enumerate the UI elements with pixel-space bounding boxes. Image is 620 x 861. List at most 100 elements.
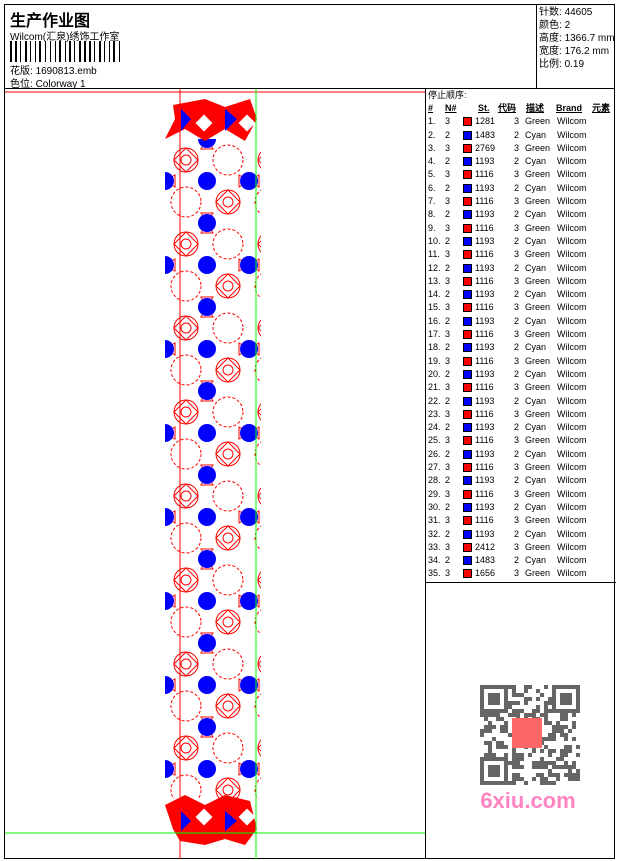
color-code: 3 bbox=[514, 249, 520, 260]
table-row: 27. 3 1116 3 Green Wilcom bbox=[426, 461, 616, 474]
color-swatch bbox=[463, 236, 472, 246]
brand: Wilcom bbox=[557, 116, 587, 127]
table-end-line bbox=[426, 582, 616, 583]
color-description: Green bbox=[525, 462, 551, 473]
brand: Wilcom bbox=[557, 315, 587, 326]
color-code: 2 bbox=[514, 501, 520, 512]
brand: Wilcom bbox=[557, 475, 587, 486]
info-height: 高度: 1366.7 mm bbox=[539, 33, 615, 44]
row-number: 18. bbox=[428, 342, 441, 353]
table-row: 35. 3 1656 3 Green Wilcom bbox=[426, 567, 616, 580]
stitch-count: 1116 bbox=[475, 488, 494, 499]
stitch-count: 1193 bbox=[475, 368, 495, 379]
row-number: 15. bbox=[428, 302, 441, 313]
stitch-count: 1656 bbox=[475, 568, 496, 579]
row-number: 20. bbox=[428, 368, 441, 379]
table-row: 10. 2 1193 2 Cyan Wilcom bbox=[426, 235, 616, 248]
needle-number: 2 bbox=[445, 475, 451, 486]
stitch-count: 1193 bbox=[475, 448, 495, 459]
color-swatch bbox=[463, 290, 472, 300]
row-number: 19. bbox=[428, 355, 441, 366]
color-code: 3 bbox=[514, 488, 520, 499]
row-number: 6. bbox=[428, 182, 436, 193]
color-code: 3 bbox=[514, 169, 520, 180]
row-number: 21. bbox=[428, 382, 441, 393]
color-code: 2 bbox=[514, 342, 520, 353]
table-row: 3. 3 2769 3 Green Wilcom bbox=[426, 142, 616, 155]
column-header: 代码 bbox=[498, 103, 517, 113]
color-description: Green bbox=[525, 435, 551, 446]
stitch-count: 2412 bbox=[475, 541, 496, 552]
table-row: 13. 3 1116 3 Green Wilcom bbox=[426, 275, 616, 288]
row-number: 35. bbox=[428, 568, 441, 579]
color-swatch bbox=[463, 489, 472, 499]
color-code: 2 bbox=[514, 448, 520, 459]
colorway-label: 色位: bbox=[10, 79, 33, 90]
table-row: 21. 3 1116 3 Green Wilcom bbox=[426, 381, 616, 394]
brand: Wilcom bbox=[557, 448, 587, 459]
brand: Wilcom bbox=[557, 555, 587, 566]
color-description: Green bbox=[525, 169, 551, 180]
design-value: 1690813.emb bbox=[35, 66, 97, 77]
color-swatch bbox=[463, 130, 472, 140]
brand: Wilcom bbox=[557, 222, 587, 233]
watermark-text: 6xiu.com bbox=[480, 788, 575, 813]
color-swatch bbox=[463, 369, 472, 379]
needle-number: 2 bbox=[445, 501, 451, 512]
table-row: 30. 2 1193 2 Cyan Wilcom bbox=[426, 501, 616, 514]
needle-number: 2 bbox=[445, 555, 451, 566]
color-code: 3 bbox=[514, 302, 520, 313]
needle-number: 3 bbox=[445, 435, 451, 446]
table-row: 14. 2 1193 2 Cyan Wilcom bbox=[426, 288, 616, 301]
color-code: 2 bbox=[514, 289, 520, 300]
color-description: Green bbox=[525, 302, 551, 313]
color-code: 2 bbox=[514, 475, 520, 486]
color-description: Cyan bbox=[525, 501, 547, 512]
color-description: Cyan bbox=[525, 395, 547, 406]
color-code: 3 bbox=[514, 355, 520, 366]
table-row: 2. 2 1483 2 Cyan Wilcom bbox=[426, 129, 616, 142]
color-code: 3 bbox=[514, 142, 520, 153]
pattern-body bbox=[165, 139, 261, 799]
color-swatch bbox=[463, 276, 472, 286]
stitch-count: 1116 bbox=[475, 435, 494, 446]
stitch-count: 1116 bbox=[475, 355, 494, 366]
table-row: 16. 2 1193 2 Cyan Wilcom bbox=[426, 315, 616, 328]
brand: Wilcom bbox=[557, 395, 587, 406]
needle-number: 2 bbox=[445, 342, 451, 353]
brand: Wilcom bbox=[557, 142, 587, 153]
colorway: 色位: Colorway 1 bbox=[10, 75, 86, 90]
row-number: 34. bbox=[428, 555, 441, 566]
row-number: 28. bbox=[428, 475, 441, 486]
needle-number: 3 bbox=[445, 515, 451, 526]
row-number: 1. bbox=[428, 116, 436, 127]
brand: Wilcom bbox=[557, 262, 587, 273]
stitch-count: 1116 bbox=[475, 275, 494, 286]
needle-number: 3 bbox=[445, 196, 451, 207]
stitch-count: 1116 bbox=[475, 222, 494, 233]
row-number: 16. bbox=[428, 315, 441, 326]
table-row: 22. 2 1193 2 Cyan Wilcom bbox=[426, 395, 616, 408]
color-description: Green bbox=[525, 329, 551, 340]
color-swatch bbox=[463, 409, 472, 419]
row-number: 22. bbox=[428, 395, 441, 406]
divider bbox=[425, 89, 426, 859]
color-description: Cyan bbox=[525, 315, 547, 326]
color-code: 2 bbox=[514, 209, 520, 220]
table-row: 24. 2 1193 2 Cyan Wilcom bbox=[426, 421, 616, 434]
stitch-count: 1483 bbox=[475, 555, 496, 566]
page-frame bbox=[4, 4, 615, 859]
color-description: Cyan bbox=[525, 422, 547, 433]
table-row: 33. 3 2412 3 Green Wilcom bbox=[426, 541, 616, 554]
brand: Wilcom bbox=[557, 462, 587, 473]
stitch-count: 1193 bbox=[475, 475, 495, 486]
row-number: 14. bbox=[428, 289, 441, 300]
needle-number: 2 bbox=[445, 209, 451, 220]
color-description: Green bbox=[525, 382, 551, 393]
table-row: 31. 3 1116 3 Green Wilcom bbox=[426, 514, 616, 527]
needle-number: 3 bbox=[445, 488, 451, 499]
color-swatch bbox=[463, 516, 472, 526]
stitch-count: 1193 bbox=[475, 182, 495, 193]
color-description: Cyan bbox=[525, 475, 547, 486]
brand: Wilcom bbox=[557, 422, 587, 433]
